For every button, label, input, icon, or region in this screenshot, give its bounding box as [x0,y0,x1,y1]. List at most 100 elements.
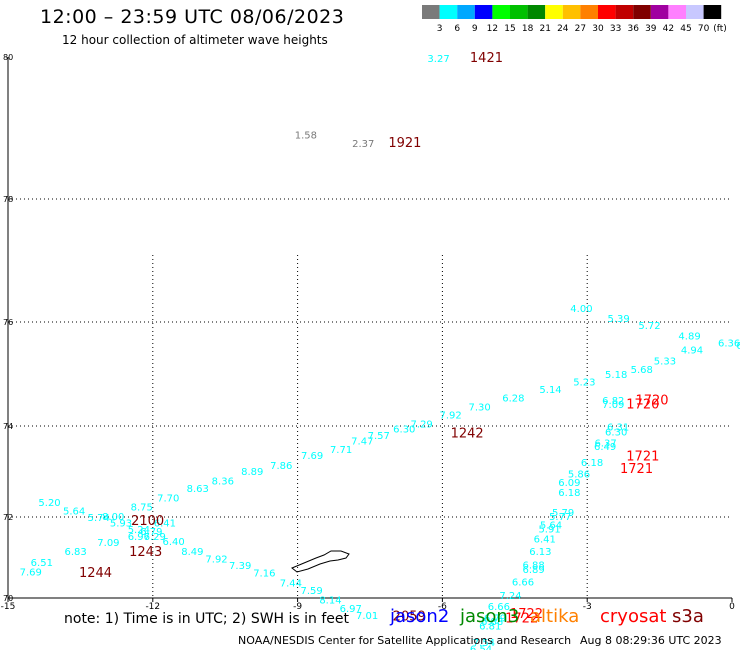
color-scale-swatch [492,5,510,19]
wave-height-label: 6.97 [340,604,362,615]
wave-height-label: 6.41 [154,518,176,529]
wave-height-label: 6.30 [605,428,627,439]
wave-height-label: 6.13 [529,547,551,558]
x-tick-label: 0 [729,602,735,612]
island-outline [291,550,350,573]
color-scale-swatch [598,5,616,19]
wave-height-label: 6.66 [488,602,510,613]
wave-height-label: 6.30 [393,424,415,435]
wave-height-label: 5.64 [63,506,85,517]
color-scale-swatch [474,5,493,19]
wave-height-label: 5.72 [638,321,660,332]
wave-height-label: 4.00 [570,304,592,315]
color-scale-label: 3 [437,24,443,34]
wave-height-label: 7.54 [473,638,495,649]
time-label: 1721 [620,462,653,477]
color-scale-legend: 3 6 9 12 15 18 21 24 27 30 33 36 39 42 45 70 (ft) [422,5,727,34]
generated-timestamp: Aug 8 08:29:36 UTC 2023 [580,634,722,647]
color-scale-swatch [422,5,440,19]
wave-height-label: 6.79 [140,527,162,538]
wave-height-label: 6.09 [558,478,580,489]
color-scale-swatch [703,5,722,19]
color-scale-label: 42 [663,24,674,34]
time-label: 2059 [393,610,426,625]
wave-height-label: 7.24 [499,591,521,602]
wave-height-label: 7.71 [330,445,352,456]
x-tick-label: -15 [1,602,16,612]
wave-height-label: 5.18 [605,370,627,381]
wave-height-label: 7.47 [351,437,373,448]
wave-height-label: 5.91 [538,524,560,535]
color-scale-label: 39 [645,24,657,34]
time-label: 1243 [129,545,162,560]
color-scale-swatch [457,5,475,19]
wave-height-label: 7.39 [229,561,251,572]
x-tick-label: -3 [583,602,592,612]
time-label: 1921 [388,136,421,151]
wave-height-label: 5.79 [552,508,574,519]
wave-height-label: 7.86 [270,461,292,472]
wave-height-label: 7.59 [300,586,322,597]
color-scale-swatch [686,5,704,19]
color-scale-swatch [580,5,598,19]
wave-height-label: 7.01 [356,611,378,622]
wave-height-label: 6.82 [602,396,624,407]
y-tick-label: 70 [3,594,13,603]
wave-height-label: 6.81 [479,622,501,633]
time-label: 1421 [470,51,503,66]
wave-height-label: 7.29 [411,419,433,430]
color-scale-swatch [545,5,563,19]
wave-height-label: 7.09 [602,400,624,411]
y-tick-label: 78 [3,195,13,204]
time-label: 2100 [131,514,164,529]
wave-height-label: 6.41 [534,535,556,546]
page-subtitle: 12 hour collection of altimeter wave hei… [62,33,328,47]
wave-height-label: 6.54 [470,644,492,650]
color-scale-swatch [510,5,528,19]
wave-height-label: 7.57 [368,431,390,442]
wave-height-label: 7.70 [157,494,179,505]
x-tick-label: -9 [293,602,302,612]
color-scale-label: 12 [487,24,498,34]
color-scale-label: 24 [557,24,569,34]
wave-height-label: 7.69 [20,567,42,578]
wave-height-label: 5.39 [607,314,629,325]
wave-height-label: 6.49 [594,442,616,453]
wave-height-label: 5.14 [539,385,561,396]
y-tick-label: 80 [3,53,13,62]
color-scale-swatch [633,5,651,19]
wave-height-label: 6.36 [718,338,740,349]
wave-height-label: 5.33 [654,357,676,368]
color-scale-swatch [439,5,458,19]
wave-height-label: 6.51 [31,558,53,569]
wave-height-label: 5.77 [549,512,571,523]
color-scale-swatch [562,5,581,19]
wave-height-label: 7.16 [253,569,275,580]
color-scale-label: 45 [680,24,691,34]
wave-height-label: 6.89 [523,565,545,576]
wave-height-label: 7.30 [468,402,490,413]
time-label: 1722 [505,612,538,627]
color-scale-unit: (ft) [713,24,727,34]
wave-height-label: 5.20 [38,498,60,509]
wave-height-label: 7.92 [205,554,227,565]
color-scale-label: 27 [575,24,586,34]
wave-height-label: 8.49 [181,547,203,558]
wave-height-label: 6.66 [512,577,534,588]
time-label: 1721 [626,450,659,465]
wave-height-label: 7.44 [280,578,302,589]
time-label: 1244 [79,566,112,581]
legend-cryosat: cryosat [600,606,667,627]
wave-height-label: 4.94 [681,346,703,357]
color-scale-label: 9 [472,24,478,34]
wave-height-label: 3.27 [427,54,449,65]
color-scale-label: 18 [522,24,534,34]
wave-height-label: 5.93 [110,518,132,529]
wave-height-label: 7.69 [301,451,323,462]
wave-height-label: 6.88 [523,560,545,571]
wave-height-label: 8.00 [102,512,124,523]
wave-height-label: 5.24 [128,525,150,536]
time-label: 1720 [635,394,668,409]
color-scale-swatch [615,5,634,19]
time-label: 1242 [451,426,484,441]
